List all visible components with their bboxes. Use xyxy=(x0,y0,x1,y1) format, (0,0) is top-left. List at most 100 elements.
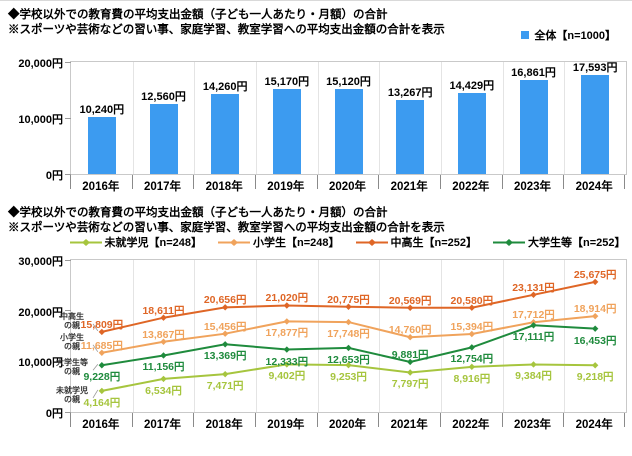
y-axis-tick-mark xyxy=(65,259,71,261)
data-point-marker xyxy=(530,291,537,299)
bar-chart-title: ◆学校以外での教育費の平均支出金額（子ども一人あたり・月額）の合計 xyxy=(8,9,388,21)
annotation-line: 中高生 xyxy=(60,311,84,321)
annotation-line: の親 xyxy=(64,320,80,330)
annotation-line: 大学生等 xyxy=(56,358,88,368)
annotation-label: 未就学児 の親 xyxy=(51,386,93,404)
legend-label: 小学生【n=248】 xyxy=(253,237,340,249)
x-axis-label: 2016年 xyxy=(82,181,120,193)
y-axis-label: 10,000円 xyxy=(18,114,63,126)
data-point-label: 11,685円 xyxy=(80,339,123,352)
y-axis-tick-mark xyxy=(65,360,71,362)
data-point-marker xyxy=(345,303,352,310)
x-axis-label: 2022年 xyxy=(452,181,490,193)
category-separator xyxy=(194,260,196,412)
bar xyxy=(519,79,548,174)
data-point-label: 25,675円 xyxy=(573,268,617,281)
data-point-marker xyxy=(468,344,476,351)
data-point-label: 21,020円 xyxy=(265,292,309,305)
data-point-label: 12,333円 xyxy=(265,355,309,368)
x-axis-label: 2021年 xyxy=(390,419,428,431)
category-separator xyxy=(564,62,566,174)
x-axis-tick-mark xyxy=(316,413,318,427)
data-point-marker xyxy=(98,328,106,336)
annotation-label: 大学生等 の親 xyxy=(51,358,93,376)
data-point-marker xyxy=(591,278,599,286)
bar-chart-legend: 全体【n=1000】 xyxy=(521,27,616,43)
data-point-marker xyxy=(530,361,537,368)
data-point-label: 17,877円 xyxy=(265,327,309,340)
bar-value-label: 14,429円 xyxy=(449,80,495,93)
x-axis-label: 2019年 xyxy=(267,419,305,431)
x-axis-tick-mark xyxy=(70,413,71,427)
data-point-marker xyxy=(221,370,229,378)
bar xyxy=(149,103,178,174)
x-axis-label: 2024年 xyxy=(575,419,613,431)
annotation-line: 小学生 xyxy=(60,332,84,342)
data-point-label: 18,611円 xyxy=(142,304,185,317)
bar-value-label: 12,560円 xyxy=(141,90,186,103)
annotation-line: の親 xyxy=(64,367,80,377)
data-point-marker xyxy=(468,304,476,311)
category-separator xyxy=(194,62,196,174)
data-point-label: 9,384円 xyxy=(515,370,552,383)
x-axis-label: 2020年 xyxy=(328,181,367,193)
x-axis-label: 2018年 xyxy=(205,181,243,193)
category-separator xyxy=(564,260,566,412)
annotation-line: 未就学児 xyxy=(56,385,88,395)
bar-chart-subtitle: ※スポーツや芸術などの習い事、家庭学習、教室学習への平均支出金額の合計を表示 xyxy=(8,24,445,36)
bar xyxy=(87,116,116,174)
annotation-label: 小学生 の親 xyxy=(51,333,93,351)
bar-value-label: 15,120円 xyxy=(326,76,371,89)
category-separator xyxy=(502,62,504,174)
category-separator xyxy=(256,62,257,174)
data-point-label: 17,111円 xyxy=(512,331,555,344)
legend-item: 小学生【n=248】 xyxy=(218,234,340,250)
x-axis-label: 2019年 xyxy=(267,181,305,193)
data-point-marker xyxy=(221,341,229,348)
x-axis-label: 2018年 xyxy=(205,419,243,431)
y-axis-label: 0円 xyxy=(45,408,63,420)
data-point-marker xyxy=(406,304,414,311)
data-point-marker xyxy=(406,334,414,341)
category-separator xyxy=(379,62,381,174)
bar-value-label: 13,267円 xyxy=(387,86,433,99)
annotation-label: 中高生 の親 xyxy=(51,312,93,330)
bar xyxy=(211,94,240,174)
data-point-label: 23,131円 xyxy=(512,281,555,294)
y-axis-label: 20,000円 xyxy=(18,58,63,70)
data-point-label: 7,471円 xyxy=(206,380,244,393)
y-axis-tick-mark xyxy=(65,61,71,63)
category-separator xyxy=(132,62,134,174)
x-axis-tick-mark xyxy=(624,175,625,189)
x-axis-label: 2024年 xyxy=(575,181,613,193)
data-point-marker xyxy=(160,314,167,321)
legend-label: 大学生等【n=252】 xyxy=(528,237,626,249)
data-point-marker xyxy=(160,375,167,383)
bar xyxy=(272,89,301,174)
x-axis-tick-mark xyxy=(131,175,133,189)
x-axis-tick-mark xyxy=(378,413,380,427)
data-point-marker xyxy=(530,322,537,329)
bar-value-label: 17,593円 xyxy=(572,62,618,75)
annotation-line: の親 xyxy=(64,394,80,404)
legend-item: 大学生等【n=252】 xyxy=(493,234,626,250)
x-axis-label: 2016年 xyxy=(82,419,120,431)
data-point-label: 18,914円 xyxy=(573,303,617,316)
category-separator xyxy=(441,62,442,174)
data-point-label: 14,760円 xyxy=(388,324,432,337)
annotation-leader-line xyxy=(92,389,99,399)
data-point-marker xyxy=(283,361,291,368)
y-axis-tick-mark xyxy=(65,117,71,119)
data-point-label: 9,218円 xyxy=(576,371,614,384)
data-point-label: 9,402円 xyxy=(268,370,306,383)
data-point-label: 20,580円 xyxy=(450,294,494,307)
data-point-marker xyxy=(345,318,352,326)
data-point-label: 15,394円 xyxy=(450,321,494,333)
x-axis-tick-mark xyxy=(193,413,195,427)
x-axis-label: 2023年 xyxy=(513,181,552,193)
category-separator xyxy=(132,260,134,412)
annotation-line: の親 xyxy=(64,341,80,351)
bar-value-label: 15,170円 xyxy=(264,76,310,89)
bar-value-label: 14,260円 xyxy=(202,81,248,94)
data-point-label: 9,881円 xyxy=(391,348,429,361)
